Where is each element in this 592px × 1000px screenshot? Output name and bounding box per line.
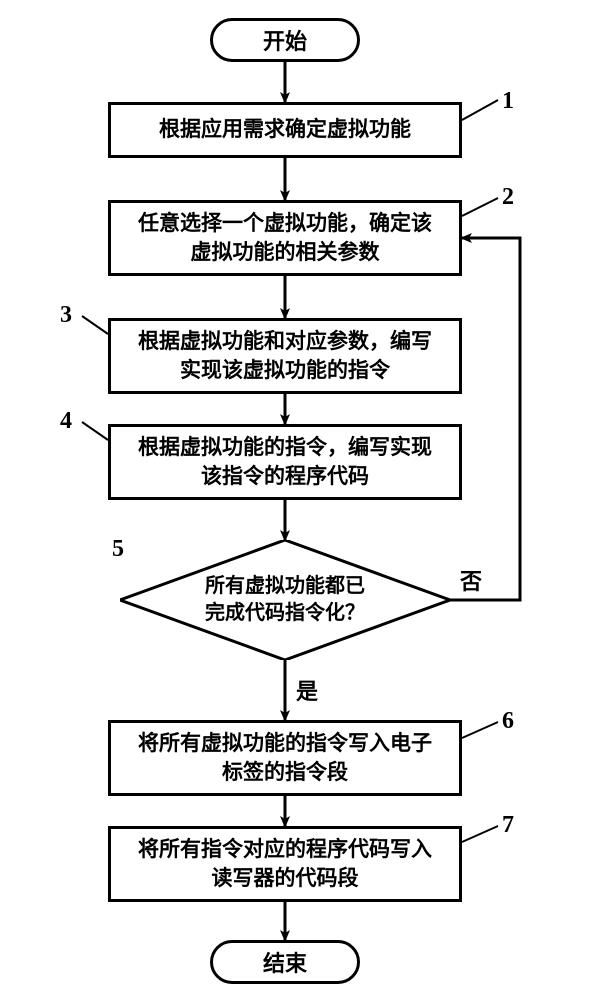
step-number-1: 1: [502, 88, 514, 115]
process-1: 根据应用需求确定虚拟功能: [108, 102, 462, 158]
arrow-d5-no-p2: [450, 238, 520, 600]
edge-label-yes: 是: [296, 674, 318, 706]
end-terminator: 结束: [210, 940, 360, 984]
process-3-text: 根据虚拟功能和对应参数，编写 实现该虚拟功能的指令: [138, 327, 432, 386]
process-7-text: 将所有指令对应的程序代码写入 读写器的代码段: [138, 835, 432, 894]
step-number-7: 7: [502, 812, 514, 839]
leader-l4: [82, 422, 108, 440]
step-number-6: 6: [502, 708, 514, 735]
process-2: 任意选择一个虚拟功能，确定该 虚拟功能的相关参数: [108, 200, 462, 276]
step-number-3: 3: [60, 302, 72, 329]
leader-l3: [82, 316, 108, 334]
process-6-text: 将所有虚拟功能的指令写入电子 标签的指令段: [138, 729, 432, 788]
step-number-2: 2: [502, 184, 514, 211]
decision-5: 所有虚拟功能都已 完成代码指令化？: [120, 540, 450, 660]
process-4: 根据虚拟功能的指令，编写实现 该指令的程序代码: [108, 424, 462, 500]
process-3: 根据虚拟功能和对应参数，编写 实现该虚拟功能的指令: [108, 318, 462, 394]
step-number-5: 5: [112, 536, 124, 563]
process-1-text: 根据应用需求确定虚拟功能: [159, 115, 411, 144]
flowchart-canvas: 开始 结束 根据应用需求确定虚拟功能 任意选择一个虚拟功能，确定该 虚拟功能的相…: [0, 0, 592, 1000]
process-6: 将所有虚拟功能的指令写入电子 标签的指令段: [108, 720, 462, 796]
start-terminator: 开始: [210, 18, 360, 62]
leader-l6: [462, 722, 498, 738]
decision-5-text: 所有虚拟功能都已 完成代码指令化？: [205, 573, 365, 627]
leader-l2: [462, 198, 498, 216]
step-number-4: 4: [60, 408, 72, 435]
start-label: 开始: [263, 24, 307, 56]
process-2-text: 任意选择一个虚拟功能，确定该 虚拟功能的相关参数: [138, 209, 432, 268]
leader-l1: [462, 100, 498, 120]
edge-label-no: 否: [460, 564, 482, 596]
leader-l7: [462, 826, 498, 842]
end-label: 结束: [263, 946, 307, 978]
process-4-text: 根据虚拟功能的指令，编写实现 该指令的程序代码: [138, 433, 432, 492]
process-7: 将所有指令对应的程序代码写入 读写器的代码段: [108, 826, 462, 902]
